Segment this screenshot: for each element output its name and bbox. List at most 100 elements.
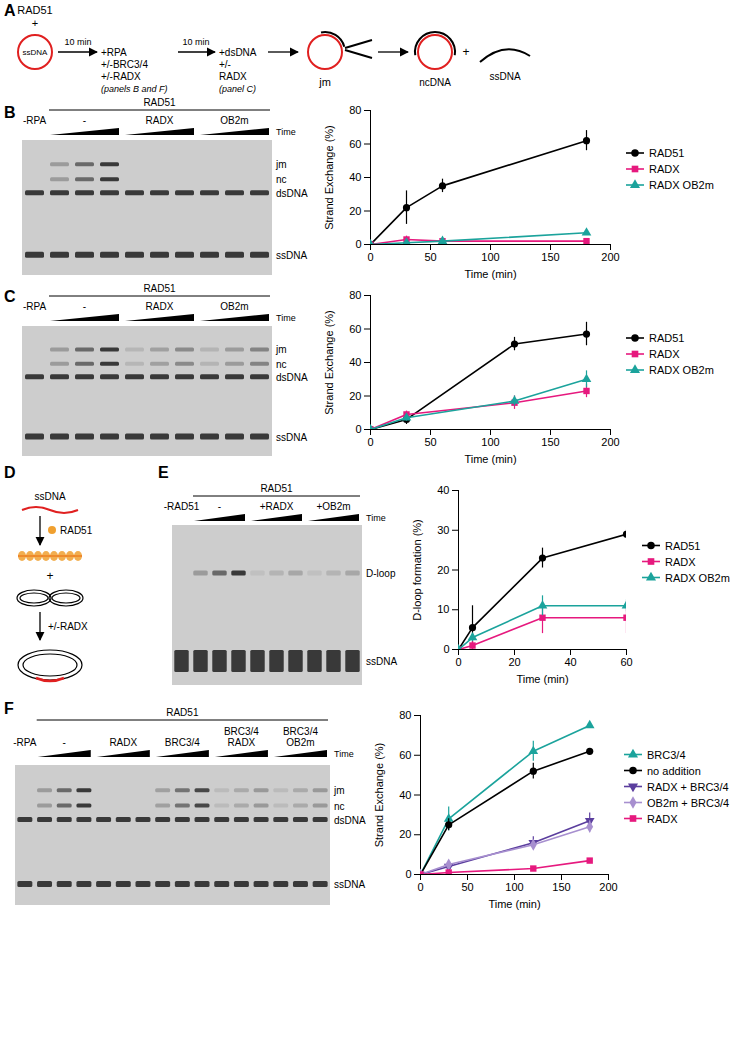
svg-text:+RADX: +RADX <box>260 501 294 512</box>
svg-text:20: 20 <box>508 656 520 668</box>
svg-text:-: - <box>83 301 86 312</box>
svg-text:+: + <box>46 569 53 583</box>
svg-text:Time: Time <box>334 749 354 759</box>
svg-text:nc: nc <box>276 174 287 185</box>
svg-text:nc: nc <box>334 801 345 812</box>
svg-text:100: 100 <box>481 251 499 263</box>
svg-text:100: 100 <box>481 436 499 448</box>
svg-text:-: - <box>218 501 221 512</box>
svg-text:150: 150 <box>541 251 559 263</box>
svg-text:+dsDNA: +dsDNA <box>219 47 257 58</box>
svg-text:RAD51: RAD51 <box>143 97 176 108</box>
svg-text:50: 50 <box>424 251 436 263</box>
svg-text:0: 0 <box>405 868 411 880</box>
svg-text:20: 20 <box>399 828 411 840</box>
svg-text:20: 20 <box>349 205 361 217</box>
svg-text:BRC3/4: BRC3/4 <box>647 749 686 761</box>
svg-text:RADX: RADX <box>665 556 696 568</box>
svg-text:RAD51: RAD51 <box>17 4 52 16</box>
svg-text:Time: Time <box>276 127 296 137</box>
svg-text:jm: jm <box>333 785 345 796</box>
svg-text:ssDNA: ssDNA <box>23 48 49 57</box>
svg-text:150: 150 <box>552 881 570 893</box>
svg-text:RAD51: RAD51 <box>649 332 684 344</box>
svg-text:RAD51: RAD51 <box>143 283 176 294</box>
svg-text:40: 40 <box>564 656 576 668</box>
svg-text:ssDNA: ssDNA <box>366 656 397 667</box>
svg-text:20: 20 <box>349 390 361 402</box>
svg-text:E: E <box>158 464 169 481</box>
svg-text:0: 0 <box>355 423 361 435</box>
svg-text:Time: Time <box>366 513 386 523</box>
svg-text:C: C <box>4 288 16 305</box>
svg-text:80: 80 <box>399 709 411 721</box>
svg-text:ssDNA: ssDNA <box>276 250 307 261</box>
svg-text:jm: jm <box>275 344 287 355</box>
svg-text:RADX: RADX <box>146 301 174 312</box>
svg-text:+/-: +/- <box>219 59 231 70</box>
svg-text:50: 50 <box>424 436 436 448</box>
svg-text:40: 40 <box>349 356 361 368</box>
svg-text:200: 200 <box>601 436 619 448</box>
svg-text:RAD51: RAD51 <box>649 147 684 159</box>
svg-text:F: F <box>4 700 14 717</box>
svg-text:RADX OB2m: RADX OB2m <box>665 572 730 584</box>
svg-text:-RPA: -RPA <box>23 115 46 126</box>
svg-text:10 min: 10 min <box>182 37 209 47</box>
svg-text:30: 30 <box>437 524 449 536</box>
svg-text:20: 20 <box>437 564 449 576</box>
svg-text:Time (min): Time (min) <box>488 898 540 910</box>
svg-text:ssDNA: ssDNA <box>489 71 520 82</box>
svg-text:-RAD51: -RAD51 <box>164 501 200 512</box>
svg-text:+: + <box>462 45 469 59</box>
svg-text:50: 50 <box>461 881 473 893</box>
svg-text:60: 60 <box>620 656 632 668</box>
svg-text:60: 60 <box>399 749 411 761</box>
svg-text:OB2m: OB2m <box>286 737 314 748</box>
svg-text:0: 0 <box>455 656 461 668</box>
svg-text:ssDNA: ssDNA <box>334 879 365 890</box>
svg-text:OB2m + BRC3/4: OB2m + BRC3/4 <box>647 797 729 809</box>
svg-text:+: + <box>32 17 38 29</box>
svg-text:RADX: RADX <box>146 115 174 126</box>
svg-text:RADX + BRC3/4: RADX + BRC3/4 <box>647 781 729 793</box>
svg-text:RAD51: RAD51 <box>665 540 700 552</box>
svg-text:RADX OB2m: RADX OB2m <box>649 364 714 376</box>
svg-text:RADX: RADX <box>228 737 256 748</box>
svg-text:Time (min): Time (min) <box>516 673 568 685</box>
svg-text:0: 0 <box>417 881 423 893</box>
svg-text:60: 60 <box>349 323 361 335</box>
svg-text:ssDNA: ssDNA <box>276 432 307 443</box>
svg-text:D: D <box>4 464 16 481</box>
svg-text:RAD51: RAD51 <box>166 707 199 718</box>
svg-text:+OB2m: +OB2m <box>316 501 350 512</box>
svg-text:100: 100 <box>505 881 523 893</box>
svg-text:0: 0 <box>355 238 361 250</box>
svg-text:200: 200 <box>599 881 617 893</box>
svg-text:60: 60 <box>349 138 361 150</box>
svg-text:D-loop formation (%): D-loop formation (%) <box>411 519 423 620</box>
svg-text:+/-RADX: +/-RADX <box>101 71 141 82</box>
svg-text:B: B <box>4 104 16 121</box>
svg-text:+RPA: +RPA <box>101 47 127 58</box>
svg-text:jm: jm <box>318 76 331 88</box>
svg-text:dsDNA: dsDNA <box>276 372 308 383</box>
svg-text:40: 40 <box>349 171 361 183</box>
svg-text:Time (min): Time (min) <box>464 453 516 465</box>
svg-text:BRC3/4: BRC3/4 <box>224 726 259 737</box>
svg-text:10: 10 <box>437 603 449 615</box>
svg-text:0: 0 <box>443 643 449 655</box>
svg-text:RADX: RADX <box>109 737 137 748</box>
svg-text:D-loop: D-loop <box>366 568 396 579</box>
svg-text:RAD51: RAD51 <box>60 525 93 536</box>
svg-text:Strand Exchange (%): Strand Exchange (%) <box>323 310 335 415</box>
svg-text:OB2m: OB2m <box>220 115 248 126</box>
svg-text:RADX OB2m: RADX OB2m <box>649 179 714 191</box>
svg-text:Time (min): Time (min) <box>464 268 516 280</box>
svg-text:Strand Exchange (%): Strand Exchange (%) <box>373 743 385 848</box>
svg-text:+/-BRC3/4: +/-BRC3/4 <box>101 59 148 70</box>
svg-text:ncDNA: ncDNA <box>419 77 451 88</box>
svg-text:Strand Exchange (%): Strand Exchange (%) <box>323 125 335 230</box>
svg-text:no addition: no addition <box>647 765 701 777</box>
svg-text:OB2m: OB2m <box>220 301 248 312</box>
